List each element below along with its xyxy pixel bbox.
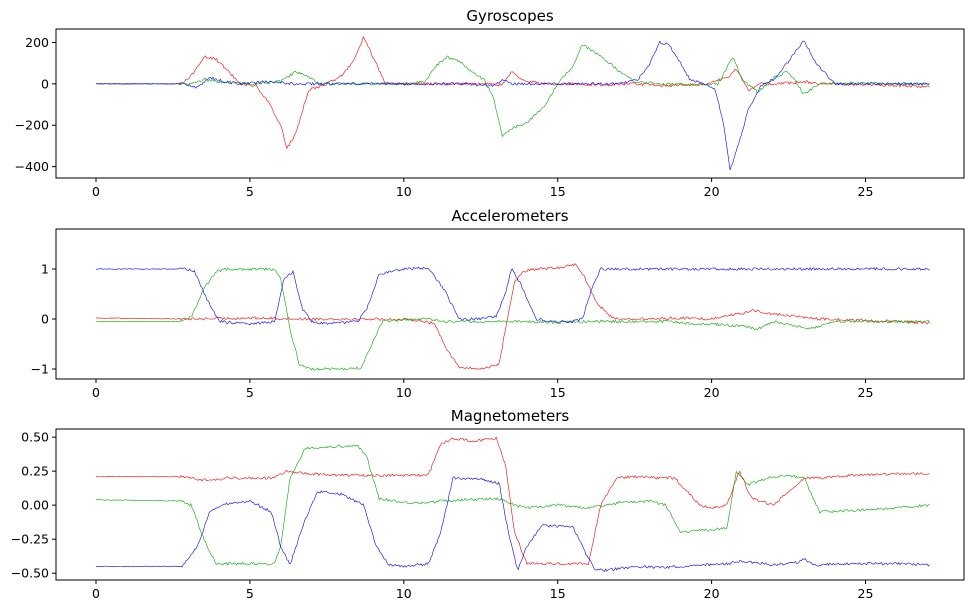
gyroscopes-series-0-line [95, 36, 930, 150]
accelerometers-y-tick-label: 0 [41, 312, 49, 327]
accelerometers-x-tick-label: 15 [550, 385, 566, 400]
gyroscopes-y-tick-label: −400 [15, 159, 49, 174]
gyroscopes-x-tick-label: 10 [396, 184, 412, 199]
gyroscopes-series-1-line [95, 44, 930, 138]
gyroscopes-axes-frame [55, 28, 965, 179]
magnetometers-y-tick-label: −0.50 [11, 566, 49, 581]
chart-title-magnetometers: Magnetometers [451, 407, 570, 425]
gyroscopes-y-tick-label: 200 [25, 35, 49, 50]
accelerometers-y-tick-label: −1 [31, 362, 49, 377]
magnetometers-x-tick-label: 0 [92, 586, 100, 601]
magnetometers-x-tick-label: 15 [550, 586, 566, 601]
accelerometers-x-tick-label: 25 [858, 385, 874, 400]
gyroscopes-x-tick-label: 15 [550, 184, 566, 199]
gyroscopes-series-2-line [96, 40, 930, 171]
accelerometers-series-0-line [95, 263, 930, 370]
magnetometers-y-tick-label: −0.25 [11, 532, 49, 547]
gyroscopes-y-tick-label: 0 [41, 76, 49, 91]
magnetometers-y-tick-label: 0.50 [21, 430, 49, 445]
magnetometers-y-tick-label: 0.25 [21, 464, 49, 479]
gyroscopes-y-tick-label: −200 [15, 118, 49, 133]
magnetometers-x-tick-label: 25 [858, 586, 874, 601]
accelerometers-series-2-line [95, 266, 930, 326]
gyroscopes-x-tick-label: 25 [858, 184, 874, 199]
accelerometers-x-tick-label: 0 [92, 385, 100, 400]
accelerometers-x-tick-label: 20 [704, 385, 720, 400]
accelerometers-series-1-line [96, 267, 930, 371]
magnetometers-y-tick-label: 0.00 [21, 498, 49, 513]
gyroscopes-x-tick-label: 0 [92, 184, 100, 199]
gyroscopes-x-tick-label: 5 [246, 184, 254, 199]
magnetometers-series-0-line [96, 436, 930, 566]
magnetometers-axes-frame [55, 428, 965, 581]
magnetometers-series-2-line [95, 476, 930, 573]
gyroscopes-x-tick-label: 20 [704, 184, 720, 199]
accelerometers-y-tick-label: 1 [41, 262, 49, 277]
chart-title-gyroscopes: Gyroscopes [466, 7, 554, 25]
accelerometers-x-tick-label: 10 [396, 385, 412, 400]
accelerometers-x-tick-label: 5 [246, 385, 254, 400]
chart-title-accelerometers: Accelerometers [451, 207, 568, 225]
accelerometers-axes-frame [55, 228, 965, 380]
magnetometers-x-tick-label: 20 [704, 586, 720, 601]
magnetometers-x-tick-label: 10 [396, 586, 412, 601]
magnetometers-x-tick-label: 5 [246, 586, 254, 601]
magnetometers-series-1-line [95, 444, 930, 566]
